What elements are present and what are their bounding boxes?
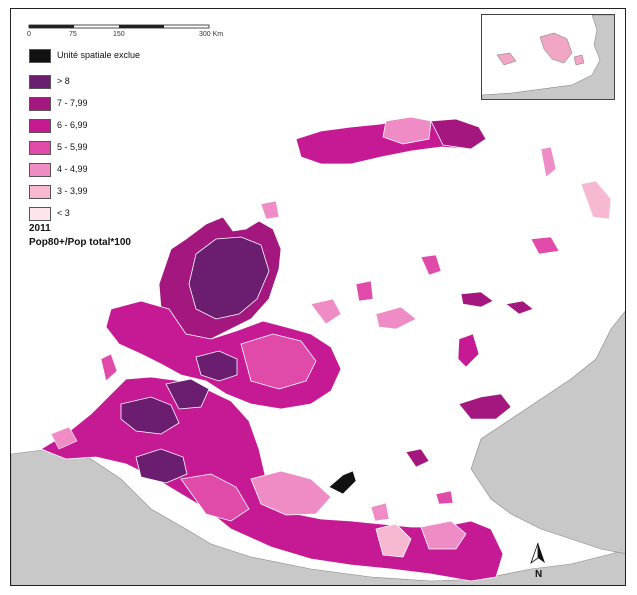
region-south-pink-2 [250, 470, 332, 516]
island-small-pink-10 [370, 502, 390, 522]
inset-map [481, 14, 615, 100]
legend-swatch [29, 141, 51, 155]
legend-swatch [29, 163, 51, 177]
legend-label: Unité spatiale exclue [57, 50, 141, 60]
legend-label: 7 - 7,99 [57, 98, 88, 108]
inset-highlight-2 [496, 52, 517, 66]
island-small-pink-3 [355, 280, 374, 302]
region-south-dark-1 [120, 396, 180, 435]
legend-swatch [29, 75, 51, 89]
legend-label: 3 - 3,99 [57, 186, 88, 196]
island-east-light [580, 180, 612, 220]
north-arrow-icon [530, 542, 545, 565]
scale-tick-300: 300 Km [199, 31, 224, 38]
region-middle-pink [240, 333, 317, 390]
island-small-pink-5 [530, 236, 560, 255]
region-north-inner [188, 236, 270, 320]
island-small-pink-7 [100, 353, 118, 382]
scale-bar [28, 24, 210, 29]
neighbor-land-southwest [11, 448, 625, 585]
legend-swatch [29, 97, 51, 111]
scale-tick-0: 0 [27, 31, 31, 38]
region-middle-dark [195, 350, 238, 382]
island-small-pink-8 [260, 200, 280, 220]
legend-label: < 3 [57, 208, 70, 218]
island-small-purple [405, 448, 430, 468]
inset-highlight-3 [573, 54, 585, 66]
legend-title: Pop80+/Pop total*100 [29, 237, 131, 248]
island-north-pink [382, 116, 432, 145]
island-north-dark [430, 118, 487, 150]
region-south-dark-3 [135, 448, 188, 484]
region-south-light [375, 523, 412, 558]
legend-swatch [29, 119, 51, 133]
legend-label: 4 - 4,99 [57, 164, 88, 174]
north-label: N [535, 569, 543, 580]
legend-label: 6 - 6,99 [57, 120, 88, 130]
map-canvas [11, 24, 625, 585]
legend-swatch [29, 185, 51, 199]
scale-tick-150: 150 [113, 31, 125, 38]
legend-swatch [29, 49, 51, 63]
legend-label: 5 - 5,99 [57, 142, 88, 152]
island-east-pink [540, 146, 557, 178]
island-east-purple-1 [460, 291, 494, 308]
island-east-purple-2 [505, 300, 534, 315]
neighbor-land-east [470, 311, 625, 554]
legend-label: > 8 [57, 76, 70, 86]
island-east-purple-3 [457, 333, 480, 368]
island-small-pink-9 [435, 490, 454, 505]
island-east-purple-4 [458, 393, 512, 420]
region-south-dark-2 [165, 378, 210, 410]
island-small-pink-1 [420, 254, 442, 276]
scale-tick-75: 75 [69, 31, 77, 38]
island-small-pink-4 [375, 306, 417, 330]
region-south-east-pink [420, 520, 467, 550]
inset-highlight-1 [539, 32, 573, 64]
inset-map-canvas [482, 15, 614, 99]
map-frame: 0 75 150 300 Km Unité spatiale exclue > … [10, 8, 626, 586]
inset-land-east [482, 15, 614, 99]
region-excluded [328, 470, 357, 495]
legend-swatch [29, 207, 51, 221]
legend-year: 2011 [29, 223, 51, 234]
island-small-pink-6 [50, 426, 78, 450]
region-south-pink-1 [180, 473, 250, 522]
island-small-pink-2 [310, 298, 342, 325]
